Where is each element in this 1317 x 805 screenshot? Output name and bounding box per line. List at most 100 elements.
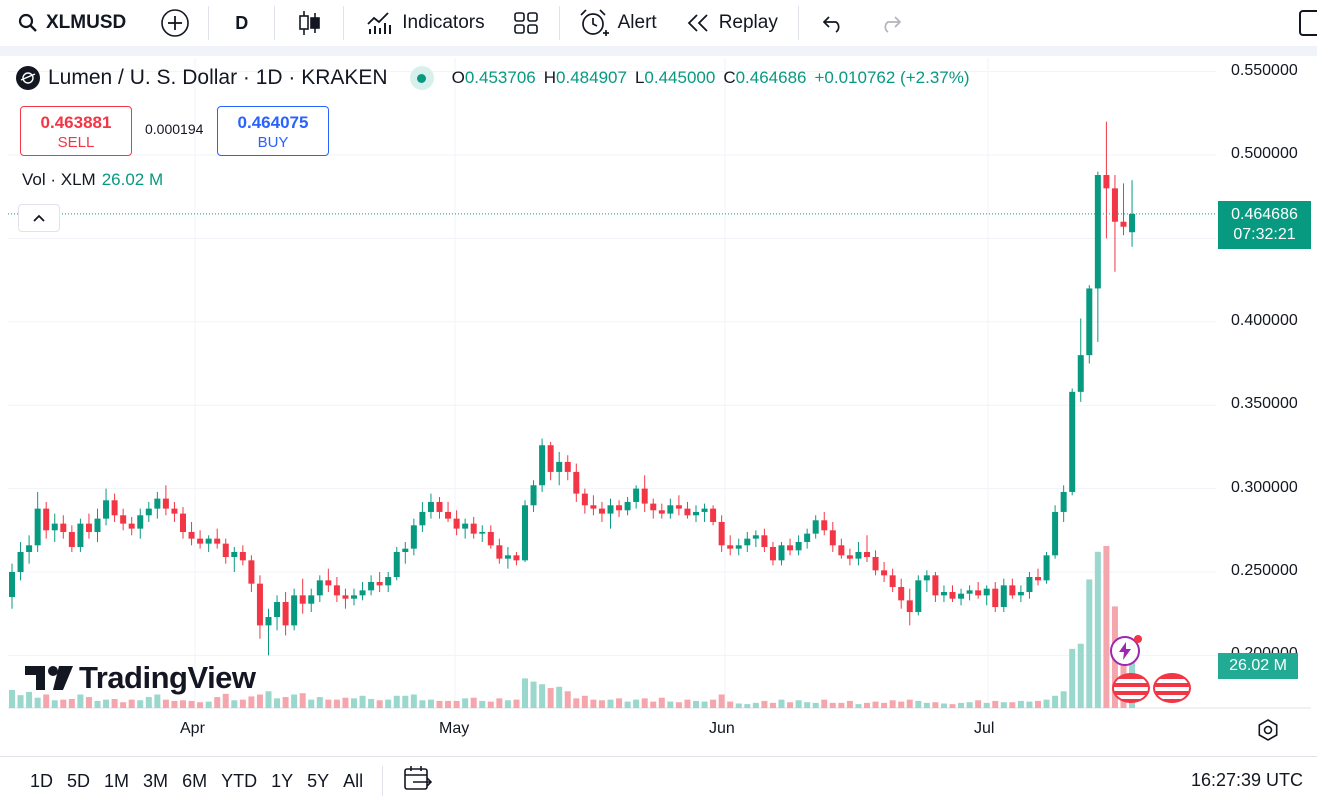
- high-number: 0.484907: [556, 68, 627, 87]
- candle-body: [256, 583, 263, 626]
- candle-body: [453, 518, 460, 529]
- candle: [154, 491, 161, 519]
- candle: [470, 516, 477, 539]
- candle-body: [351, 595, 357, 599]
- volume-bar: [453, 700, 460, 708]
- candle-body: [1086, 288, 1093, 356]
- compare-symbol-button[interactable]: [154, 0, 208, 46]
- candle-body: [9, 572, 15, 598]
- candle: [479, 525, 486, 542]
- candle: [821, 511, 828, 536]
- last-price-tag: 0.464686 07:32:21: [1218, 201, 1311, 249]
- volume-bar: [214, 697, 221, 708]
- layouts-button[interactable]: [501, 0, 559, 46]
- volume-bar: [51, 700, 58, 708]
- us-flag-event-icon[interactable]: [1153, 673, 1191, 703]
- range-button-all[interactable]: All: [343, 770, 364, 791]
- volume-bar: [248, 696, 255, 708]
- range-button-1y[interactable]: 1Y: [271, 770, 294, 791]
- toolbar-divider: [274, 6, 276, 40]
- chart-type-button[interactable]: [275, 0, 343, 46]
- volume-bar: [1017, 700, 1024, 708]
- collapse-legend-button[interactable]: [18, 204, 60, 232]
- candle-body: [641, 488, 648, 504]
- volume-bar: [958, 702, 965, 708]
- volume-legend[interactable]: Vol · XLM 26.02 M: [22, 170, 163, 190]
- replay-button[interactable]: Replay: [673, 0, 798, 46]
- utc-clock[interactable]: 16:27:39 UTC: [1190, 770, 1303, 790]
- candle-body: [85, 523, 92, 532]
- candle-body: [1000, 585, 1007, 608]
- candle-body: [846, 555, 853, 559]
- undo-button[interactable]: [799, 0, 865, 46]
- rewind-icon: [687, 14, 708, 32]
- chart-settings-button[interactable]: [1256, 718, 1280, 747]
- volume-bar: [693, 700, 699, 708]
- candle-body: [111, 500, 118, 516]
- candle-body: [342, 595, 349, 599]
- us-flag-event-icon[interactable]: [1112, 673, 1150, 703]
- volume-bar: [256, 694, 263, 708]
- candle-body: [658, 510, 665, 514]
- toolbar-divider: [558, 6, 560, 40]
- candle-body: [983, 588, 990, 596]
- candle-body: [710, 508, 717, 522]
- candle-body: [693, 511, 699, 516]
- range-button-5y[interactable]: 5Y: [307, 770, 330, 791]
- buy-button[interactable]: 0.464075 BUY: [217, 106, 329, 156]
- candle: [958, 588, 965, 606]
- candle: [547, 441, 554, 481]
- candle-body: [316, 580, 323, 596]
- candle-body: [701, 508, 708, 512]
- candle-body: [915, 580, 922, 613]
- range-button-6m[interactable]: 6M: [182, 770, 208, 791]
- candle-body: [205, 538, 212, 544]
- candle: [795, 535, 802, 556]
- candle: [1043, 551, 1050, 584]
- volume-bar: [812, 702, 819, 708]
- range-button-5d[interactable]: 5D: [67, 770, 91, 791]
- symbol-title[interactable]: Lumen / U. S. Dollar · 1D · KRAKEN: [48, 66, 388, 89]
- interval-button[interactable]: D: [209, 0, 274, 46]
- indicators-label: Indicators: [402, 12, 485, 33]
- candle: [693, 505, 699, 522]
- sell-button[interactable]: 0.463881 SELL: [20, 106, 132, 156]
- symbol-search-button[interactable]: XLMUSD: [0, 0, 154, 46]
- candle: [718, 515, 725, 552]
- range-button-ytd[interactable]: YTD: [221, 770, 258, 791]
- candle-body: [821, 520, 828, 531]
- candle-body: [479, 531, 486, 534]
- candle-body: [727, 545, 734, 549]
- market-open-indicator[interactable]: [409, 66, 434, 90]
- volume-bar: [701, 701, 708, 708]
- volume-bar: [26, 691, 33, 708]
- range-button-3m[interactable]: 3M: [143, 770, 169, 791]
- go-to-date-button[interactable]: [403, 765, 433, 798]
- volume-bar: [624, 701, 631, 708]
- layout-panel-icon[interactable]: [1299, 10, 1317, 36]
- volume-bar: [145, 697, 152, 708]
- candle-body: [26, 545, 33, 552]
- volume-bar: [9, 690, 15, 708]
- toolbar-divider: [797, 6, 799, 40]
- alert-button[interactable]: Alert: [560, 0, 673, 46]
- toolbar-divider: [208, 6, 210, 40]
- candle-body: [393, 551, 400, 578]
- volume-bar: [128, 699, 135, 708]
- candle-body: [248, 560, 255, 584]
- candle-body: [154, 498, 161, 509]
- volume-bar: [333, 699, 340, 708]
- volume-bar: [205, 701, 212, 708]
- redo-button[interactable]: [865, 0, 913, 46]
- candle: [513, 551, 520, 566]
- range-button-1m[interactable]: 1M: [104, 770, 130, 791]
- candle: [162, 485, 169, 516]
- candle-body: [17, 551, 24, 572]
- volume-bar: [752, 702, 759, 708]
- range-button-1d[interactable]: 1D: [30, 770, 54, 791]
- candle: [385, 572, 392, 593]
- indicators-button[interactable]: Indicators: [344, 0, 500, 46]
- lightning-event-icon[interactable]: [1110, 635, 1142, 666]
- candle-body: [752, 535, 759, 539]
